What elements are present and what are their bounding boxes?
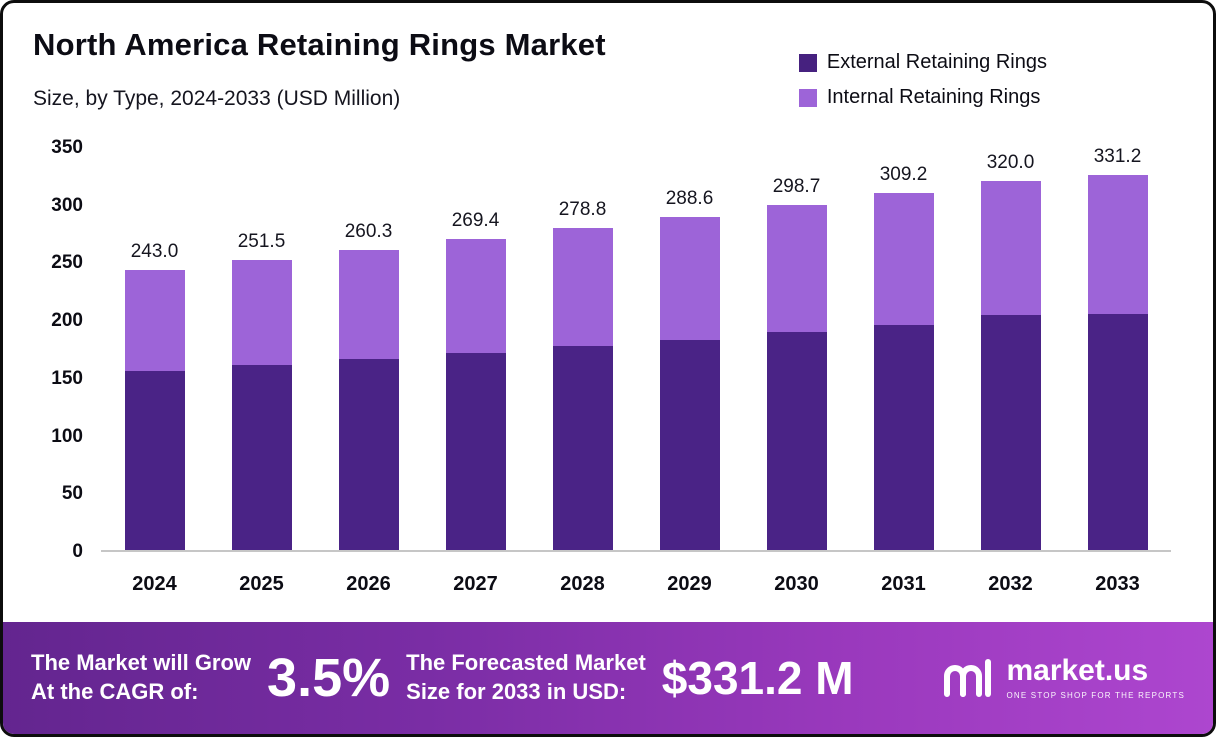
y-axis: 0 50 100 150 200 250 300 350 (31, 137, 93, 562)
legend-item-external[interactable]: External Retaining Rings (798, 51, 1047, 74)
segment-external-2030[interactable] (766, 332, 827, 550)
segment-external-2025[interactable] (231, 365, 292, 550)
bar-total-label-2033: 331.2 (1093, 146, 1142, 167)
segment-external-2031[interactable] (873, 324, 934, 550)
x-tick-2033: 2033 (1095, 573, 1140, 595)
stacked-bar-2029[interactable] (659, 216, 720, 550)
x-tick-2026: 2026 (346, 573, 391, 595)
cagr-value: 3.5% (267, 648, 391, 708)
stacked-bar-2032[interactable] (980, 180, 1041, 550)
bar-group-2024: 243.0 (101, 146, 208, 550)
x-tick-2029: 2029 (667, 573, 712, 595)
y-tick-50: 50 (61, 483, 83, 505)
bar-group-2027: 269.4 (422, 146, 529, 550)
y-tick-100: 100 (51, 425, 83, 447)
bar-group-2031: 309.2 (850, 146, 957, 550)
bar-total-label-2031: 309.2 (879, 164, 928, 186)
market-us-logo[interactable]: market.us ONE STOP SHOP FOR THE REPORTS (942, 656, 1185, 700)
bar-group-2032: 320.0 (957, 146, 1064, 550)
legend-swatch-external-icon (798, 53, 817, 72)
bar-total-label-2025: 251.5 (237, 230, 286, 252)
segment-internal-2030[interactable] (766, 205, 827, 333)
bar-total-label-2029: 288.6 (665, 187, 714, 209)
cagr-label: The Market will Grow At the CAGR of: (31, 650, 252, 704)
page-title: North America Retaining Rings Market (33, 27, 606, 62)
segment-external-2027[interactable] (445, 353, 506, 550)
x-tick-2031: 2031 (881, 573, 926, 595)
brand-tagline: ONE STOP SHOP FOR THE REPORTS (1006, 691, 1185, 700)
bar-total-label-2028: 278.8 (558, 199, 607, 221)
stacked-bar-2030[interactable] (766, 205, 827, 550)
x-tick-2027: 2027 (453, 573, 498, 595)
y-tick-0: 0 (72, 541, 83, 562)
bar-total-label-2026: 260.3 (344, 220, 393, 242)
x-tick-2030: 2030 (774, 573, 819, 595)
segment-internal-2032[interactable] (980, 180, 1041, 315)
market-us-logo-text: market.us ONE STOP SHOP FOR THE REPORTS (1006, 654, 1185, 701)
plot-area: 243.0 251.5 260.3 269.4 278.8 288.6 298.7 309.2… (101, 146, 1171, 552)
chart-subtitle: Size, by Type, 2024-2033 (USD Million) (33, 87, 401, 110)
y-tick-200: 200 (51, 310, 83, 332)
segment-internal-2024[interactable] (124, 269, 185, 372)
segment-internal-2031[interactable] (873, 193, 934, 325)
forecast-label: The Forecasted Market Size for 2033 in US… (406, 650, 646, 704)
y-tick-250: 250 (51, 252, 83, 274)
bar-group-2028: 278.8 (529, 146, 636, 550)
bar-group-2030: 298.7 (743, 146, 850, 550)
y-tick-350: 350 (51, 137, 83, 158)
segment-internal-2026[interactable] (338, 249, 399, 359)
legend-item-internal[interactable]: Internal Retaining Rings (798, 86, 1047, 109)
bar-total-label-2032: 320.0 (986, 151, 1035, 173)
x-tick-2028: 2028 (560, 573, 605, 595)
stacked-bar-2026[interactable] (338, 249, 399, 550)
brand-name: market.us (1006, 654, 1149, 687)
segment-internal-2028[interactable] (552, 228, 613, 347)
stacked-bar-2025[interactable] (231, 259, 292, 550)
bar-total-label-2027: 269.4 (451, 210, 500, 232)
segment-external-2033[interactable] (1087, 314, 1148, 550)
y-tick-300: 300 (51, 194, 83, 216)
x-tick-2032: 2032 (988, 573, 1033, 595)
legend-swatch-internal-icon (798, 88, 817, 107)
stacked-bar-2028[interactable] (552, 228, 613, 550)
bar-group-2025: 251.5 (208, 146, 315, 550)
segment-external-2026[interactable] (338, 358, 399, 550)
y-tick-150: 150 (51, 367, 83, 389)
segment-internal-2027[interactable] (445, 239, 506, 354)
legend-label-external: External Retaining Rings (826, 51, 1047, 73)
stacked-bar-2024[interactable] (124, 269, 185, 550)
bar-group-2026: 260.3 (315, 146, 422, 550)
footer-banner: The Market will Grow At the CAGR of: 3.5%… (3, 622, 1213, 734)
segment-internal-2025[interactable] (231, 259, 292, 366)
segment-external-2029[interactable] (659, 339, 720, 550)
segment-external-2024[interactable] (124, 371, 185, 550)
x-tick-2024: 2024 (132, 573, 177, 595)
segment-external-2028[interactable] (552, 346, 613, 550)
stacked-bar-2033[interactable] (1087, 175, 1148, 550)
bar-total-label-2024: 243.0 (130, 240, 179, 262)
chart-legend: External Retaining Rings Internal Retain… (798, 51, 1047, 109)
bar-group-2033: 331.2 (1064, 146, 1171, 550)
segment-external-2032[interactable] (980, 314, 1041, 550)
segment-internal-2033[interactable] (1087, 175, 1148, 315)
bar-group-2029: 288.6 (636, 146, 743, 550)
stacked-bar-2027[interactable] (445, 239, 506, 550)
market-us-logo-icon (944, 659, 992, 697)
chart: 0 50 100 150 200 250 300 350 243.0 251.5 260.3 269… (31, 137, 1171, 562)
x-axis-labels: 2024 2025 2026 2027 2028 2029 2030 2031 2032 2033 (101, 573, 1171, 596)
x-tick-2025: 2025 (239, 573, 284, 595)
stacked-bar-2031[interactable] (873, 193, 934, 550)
segment-internal-2029[interactable] (659, 216, 720, 340)
forecast-value: $331.2 M (661, 652, 854, 704)
bar-total-label-2030: 298.7 (772, 176, 821, 198)
legend-label-internal: Internal Retaining Rings (826, 86, 1041, 108)
